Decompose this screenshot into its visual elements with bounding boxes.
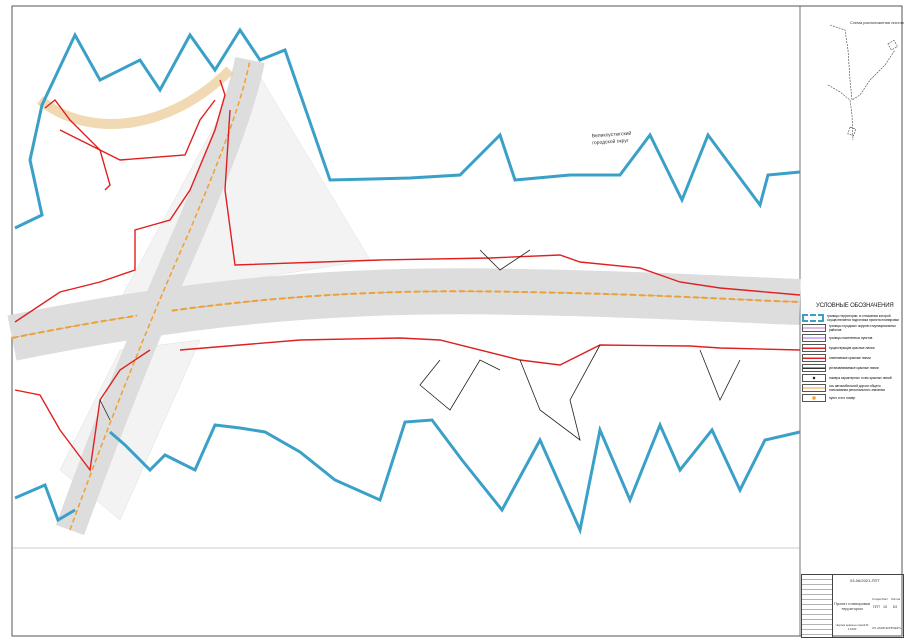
legend-item: устанавливаемые красные линии	[802, 363, 900, 373]
boundary-top	[14, 27, 801, 230]
legend-item: границы территории, в отношении которой …	[802, 313, 900, 323]
sheets-value: 63	[893, 605, 897, 609]
legend-item: отменяемые красные линии	[802, 353, 900, 363]
station-marker-icon	[802, 394, 826, 402]
violet-line-icon	[802, 334, 826, 342]
legend-item: существующие красные линии	[802, 343, 900, 353]
sheet-header: Лист	[882, 597, 889, 601]
organization: ОО «ИНЖГЕОПРОЕКТ»	[872, 627, 902, 630]
sheet-name: Проект планировки территории	[834, 601, 871, 611]
pink-dashed-line-icon	[802, 324, 826, 332]
point-marker-icon	[802, 374, 826, 382]
drawing-name: Чертеж красных линий М 1:1000	[835, 623, 869, 631]
blue-dashed-box-icon	[802, 314, 824, 322]
stage-header: Стадия	[872, 597, 882, 601]
title-block: 03-06/2021-ППТ Проект планировки террито…	[801, 574, 904, 638]
set-red-lines	[99, 249, 741, 441]
stage-value: ППТ	[873, 605, 881, 609]
boundary-bottom-left	[14, 482, 76, 523]
boundary-bottom	[109, 418, 801, 535]
boundary-lines	[14, 27, 801, 535]
revision-table	[802, 575, 833, 637]
legend-item: границы населенных пунктов	[802, 333, 900, 343]
scheme-title: Схема расположения листов	[850, 20, 904, 25]
legend-item: ось автомобильной дороги общего пользова…	[802, 383, 900, 393]
legend: УСЛОВНЫЕ ОБОЗНАЧЕНИЯ границы территории,…	[802, 303, 900, 403]
sheet-value: 15	[883, 605, 887, 609]
road-branch	[36, 56, 265, 536]
legend-item: границы городских округов и муниципальны…	[802, 323, 900, 333]
black-line-icon	[802, 364, 826, 372]
region-label: Великоустюгский городской округ	[592, 131, 632, 148]
sheets-header: Листов	[891, 597, 901, 601]
legend-item: номера характерных точек красных линий	[802, 373, 900, 383]
orange-dashed-line-icon	[802, 384, 826, 392]
red-line-icon	[802, 344, 826, 352]
legend-title: УСЛОВНЫЕ ОБОЗНАЧЕНИЯ	[816, 303, 894, 309]
red-line-crossed-icon	[802, 354, 826, 362]
project-code: 03-06/2021-ППТ	[850, 578, 880, 583]
legend-item: пункт и его номер	[802, 393, 900, 403]
scheme-of-sheets	[827, 24, 898, 141]
road-main	[7, 268, 801, 361]
